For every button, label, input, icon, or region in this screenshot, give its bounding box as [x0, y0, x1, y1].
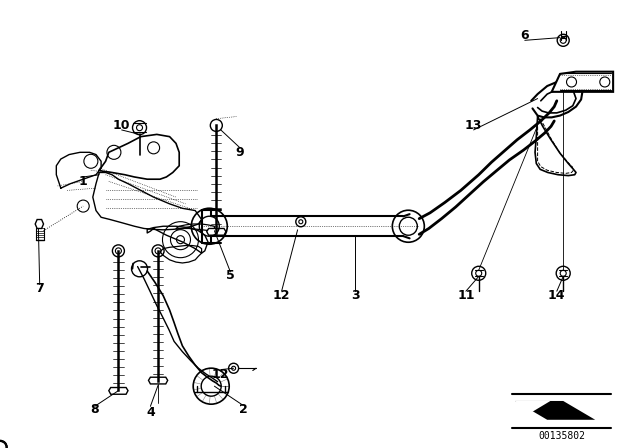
Text: 14: 14	[548, 289, 566, 302]
Text: 9: 9	[236, 146, 244, 159]
Text: 7: 7	[35, 282, 44, 296]
Polygon shape	[148, 377, 168, 384]
Text: 8: 8	[90, 403, 99, 417]
Text: 5: 5	[226, 269, 235, 282]
Text: 11: 11	[457, 289, 475, 302]
Polygon shape	[515, 401, 550, 414]
Polygon shape	[515, 401, 595, 420]
Text: 12: 12	[212, 367, 230, 381]
Text: 1: 1	[79, 175, 88, 188]
Polygon shape	[207, 228, 226, 235]
Text: 3: 3	[351, 289, 360, 302]
Text: 10: 10	[113, 119, 131, 132]
Polygon shape	[552, 72, 613, 92]
Text: 2: 2	[239, 403, 248, 417]
Polygon shape	[109, 388, 128, 394]
Text: 13: 13	[465, 119, 483, 132]
Text: 6: 6	[520, 29, 529, 43]
Text: 4: 4	[146, 405, 155, 419]
Text: 00135802: 00135802	[538, 431, 585, 441]
Text: 12: 12	[273, 289, 291, 302]
